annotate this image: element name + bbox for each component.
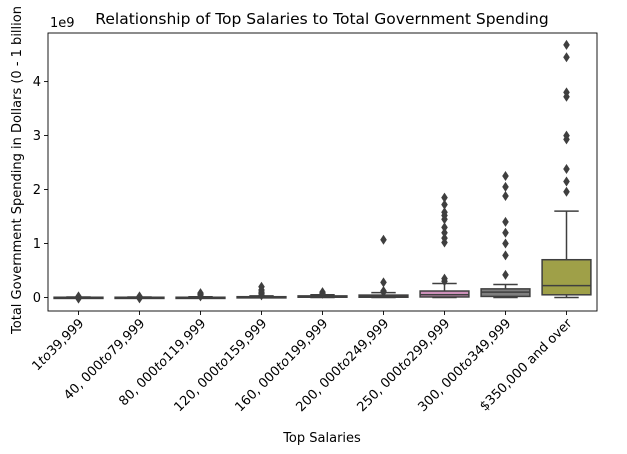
outlier-point <box>258 281 265 292</box>
y-tick-label: 2 <box>33 183 41 198</box>
outlier-point <box>502 191 509 202</box>
outlier-point <box>563 130 570 141</box>
x-tick-label-part: 159,999 <box>222 316 271 365</box>
outlier-point <box>441 199 448 210</box>
x-tick-label-part: 299,999 <box>405 316 454 365</box>
box-iqr <box>541 258 592 296</box>
box-group <box>175 288 226 302</box>
outlier-point <box>502 250 509 261</box>
box-group <box>541 39 592 299</box>
outlier-point <box>563 186 570 197</box>
x-tick-label-part: 79,999 <box>106 316 149 359</box>
box-group <box>419 192 470 299</box>
box-series <box>53 39 592 304</box>
x-tick-label-part: 80, 000 <box>116 363 162 409</box>
box-group <box>114 291 165 304</box>
y-tick-label: 0 <box>33 291 41 306</box>
x-tick-label-part: 39,999 <box>45 316 88 359</box>
box-iqr <box>419 290 470 298</box>
outlier-point <box>563 176 570 187</box>
x-tick-label: 1to39,999 <box>29 316 87 374</box>
outlier-point <box>441 207 448 218</box>
x-tick-label-part: 40, 000 <box>61 358 107 404</box>
outlier-point <box>563 164 570 175</box>
plot-frame <box>47 32 598 312</box>
x-tick-label-part: 200, 000 <box>294 363 346 415</box>
outlier-point <box>75 291 82 302</box>
outlier-point <box>502 171 509 182</box>
box-group <box>236 281 287 301</box>
y-tick-label: 1 <box>33 237 41 252</box>
x-tick-label-part: 199,999 <box>283 316 332 365</box>
outlier-point <box>319 287 326 298</box>
box-group <box>480 171 531 299</box>
box-group <box>358 234 409 299</box>
y-axis-label: Total Government Spending in Dollars (0 … <box>10 6 25 335</box>
box-group <box>297 287 348 299</box>
outlier-point <box>380 277 387 288</box>
x-tick-label-part: 349,999 <box>466 316 515 365</box>
y-axis-offset-label: 1e9 <box>50 16 75 31</box>
x-tick-label-part: 160, 000 <box>233 363 285 415</box>
outlier-point <box>502 181 509 192</box>
x-tick-label-part: 300, 000 <box>416 363 468 415</box>
outlier-point <box>197 288 204 299</box>
outlier-point <box>441 233 448 244</box>
box-group <box>53 291 104 304</box>
outlier-point <box>441 222 448 233</box>
outlier-point <box>380 286 387 297</box>
outlier-point <box>563 87 570 98</box>
outlier-point <box>380 234 387 245</box>
outlier-point <box>563 39 570 50</box>
outlier-point <box>502 227 509 238</box>
outlier-point <box>136 291 143 302</box>
outlier-point <box>441 192 448 203</box>
x-tick-label-part: 120, 000 <box>172 363 224 415</box>
outlier-point <box>502 216 509 227</box>
x-axis-label: Top Salaries <box>282 431 361 446</box>
x-tick-label-part: 250, 000 <box>355 363 407 415</box>
y-tick-label: 3 <box>33 129 41 144</box>
outlier-point <box>502 238 509 249</box>
outlier-point <box>441 227 448 238</box>
outlier-point <box>502 269 509 280</box>
outlier-point <box>441 273 448 284</box>
y-axis-ticks: 0 1 2 3 4 <box>33 75 48 306</box>
chart-title: Relationship of Top Salaries to Total Go… <box>95 10 548 28</box>
x-tick-label-part: 119,999 <box>161 316 210 365</box>
y-tick-label: 4 <box>33 75 41 90</box>
outlier-point <box>563 52 570 63</box>
x-tick-label-part: 249,999 <box>344 316 393 365</box>
